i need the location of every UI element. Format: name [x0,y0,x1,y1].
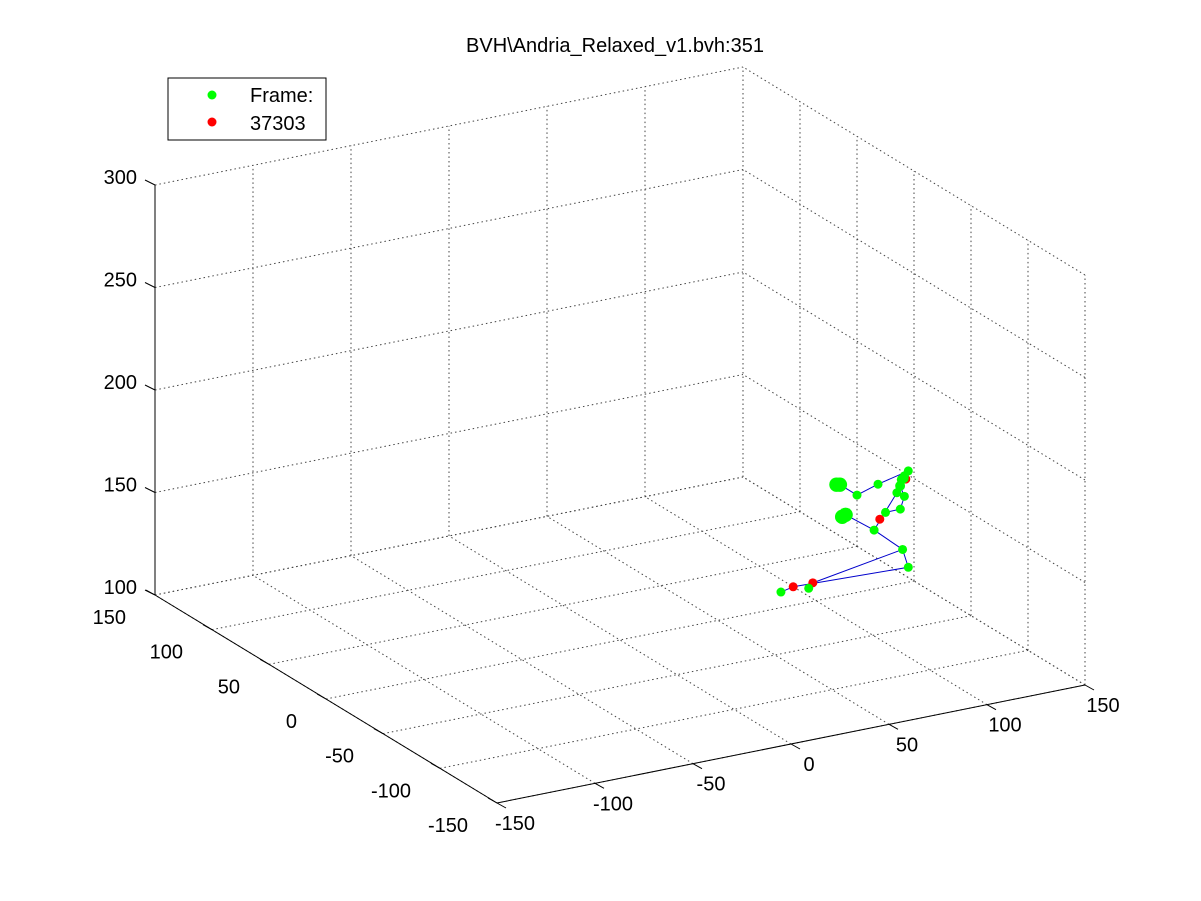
grid-line-floor-x [448,535,792,745]
y-tick-mark [259,658,270,665]
y-tick-mark [487,797,498,804]
grid-line-back-z [154,374,744,493]
x-tick-label: -100 [593,793,633,815]
grid-line-back-z [154,169,744,288]
z-tick-mark [144,282,156,288]
legend-marker-id [207,117,217,127]
joint-point [903,562,913,572]
joint-point [829,477,844,492]
x-tick-label: 50 [896,734,918,756]
x-tick-label: 0 [803,754,814,776]
joint-point [804,583,814,593]
z-tick-mark [144,384,156,391]
z-tick-label: 100 [104,577,137,599]
legend-box [167,77,327,141]
skeleton-joints [776,466,913,597]
x-tick-mark [1084,684,1095,691]
y-tick-label: -50 [325,746,354,768]
grid-line-floor-y [325,580,915,700]
grid-line-floor-y [211,511,801,631]
y-tick-label: 50 [218,676,240,698]
legend-label-id: 37303 [250,113,306,135]
x-tick-label: 150 [1086,695,1119,717]
y-tick-label: 100 [150,642,183,664]
joint-point [895,504,905,514]
legend-marker-frame [207,90,217,100]
grid-line-side-z [742,66,1086,276]
bone-line [873,529,903,550]
grid-line-side-z [742,476,1086,686]
joint-point [834,509,850,525]
y-tick-mark [430,762,441,769]
y-tick-mark [202,624,213,631]
grid-line-side-z [742,271,1086,481]
z-tick-mark [144,179,156,186]
y-tick-label: 150 [93,607,126,629]
x-tick-mark [790,743,801,750]
chart-title: BVH\Andria_Relaxed_v1.bvh:351 [466,35,764,57]
grid-line-back-z [154,66,744,186]
joint-point [892,488,902,498]
grid-line-side-z [742,169,1086,378]
x-tick-label: -150 [495,813,535,835]
axes [144,179,1095,809]
x-tick-mark [888,723,899,730]
grid-lines [154,66,1086,804]
grid-line-side-z [742,374,1086,583]
grid-line-floor-y [268,545,858,665]
x-tick-mark [986,704,997,711]
x-tick-label: -50 [697,774,726,796]
joint-point [881,507,890,517]
bone-line [812,548,903,584]
x-tick-mark [496,802,507,809]
joint-point [869,525,879,535]
grid-line-floor-y [382,615,972,735]
joint-point [852,490,862,500]
y-tick-label: -100 [371,780,411,802]
joint-point [899,491,909,501]
end-effector-point [788,582,798,592]
y-tick-mark [316,693,327,700]
joint-point [898,544,908,554]
joint-point [873,479,883,489]
z-tick-mark [144,589,156,596]
x-tick-label: 100 [988,715,1021,737]
z-tick-label: 300 [104,167,137,189]
z-tick-label: 150 [104,475,137,497]
y-tick-label: -150 [428,815,468,837]
x-tick-mark [594,782,605,789]
legend-label-frame: Frame: [250,85,313,107]
y-tick-label: 0 [286,711,297,733]
grid-line-floor-x [546,515,890,725]
joint-point [776,587,786,597]
x-tick-mark [692,763,703,770]
legend[interactable]: Frame: 37303 [167,77,327,141]
y-tick-mark [373,728,384,735]
end-effector-point [875,514,885,524]
grid-line-floor-x [350,555,694,765]
z-tick-label: 200 [104,372,137,394]
joint-point [899,471,909,481]
grid-line-floor-y [439,649,1029,769]
z-tick-label: 250 [104,270,137,292]
z-tick-mark [144,487,156,493]
tick-labels: -150 -100 -50 0 50 100 150 -150 -100 -50 0 50 100 150… [93,167,1120,837]
grid-line-back-z [154,476,744,596]
grid-line-back-z [154,271,744,391]
